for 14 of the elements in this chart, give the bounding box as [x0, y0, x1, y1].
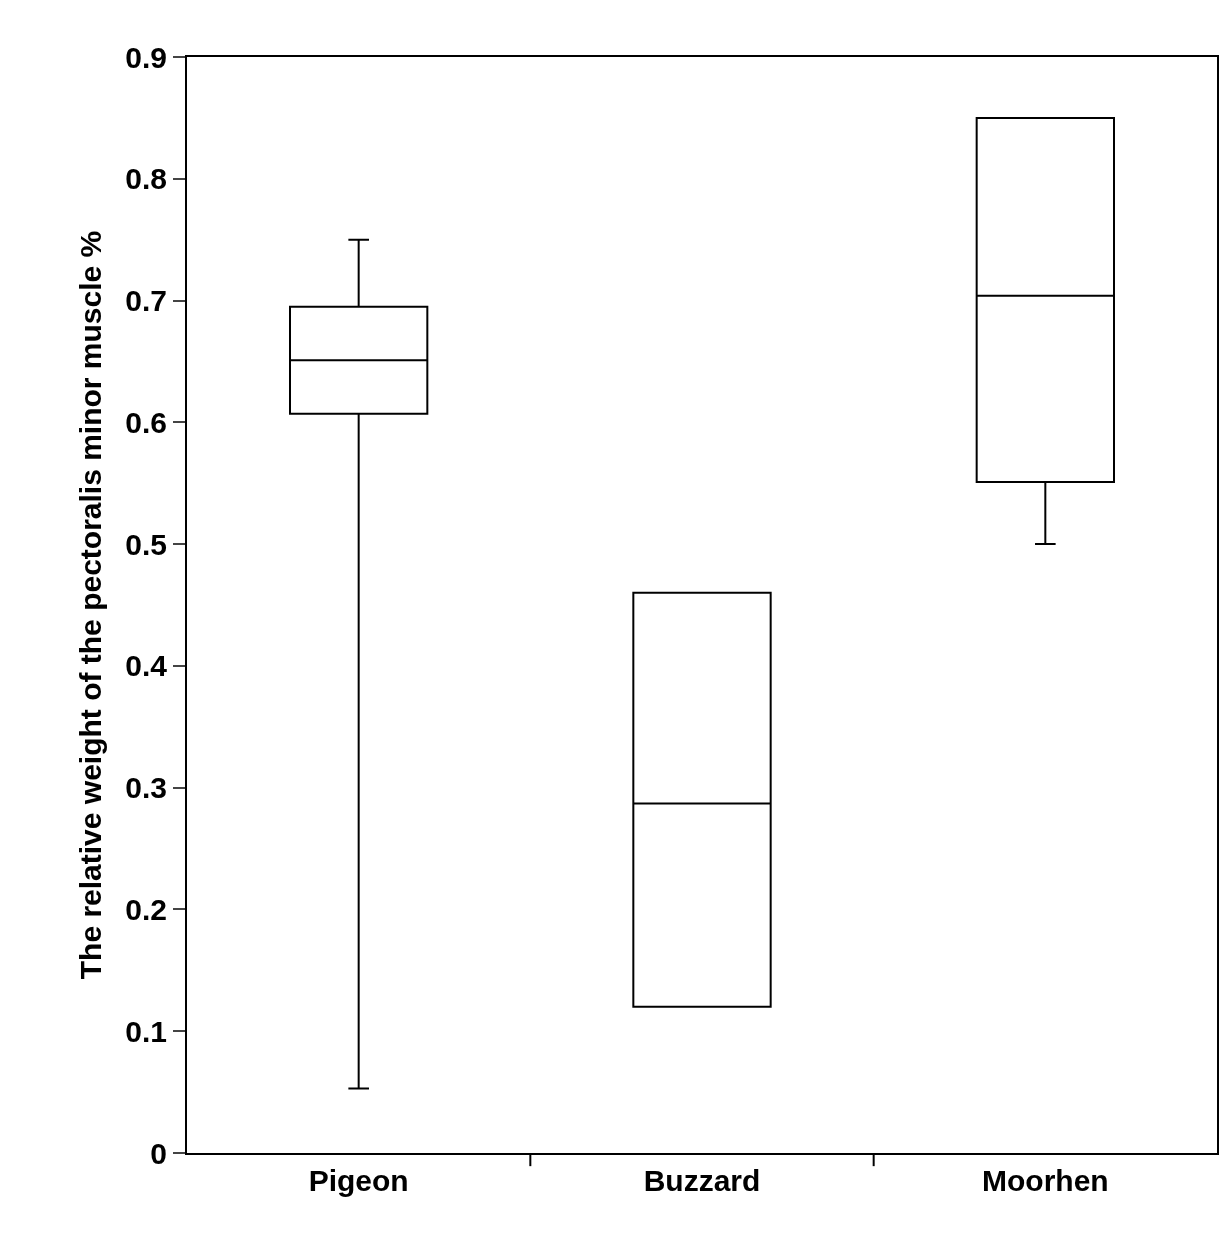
x-tick-label: Moorhen: [982, 1164, 1109, 1197]
x-tick-label: Pigeon: [308, 1164, 409, 1197]
y-tick-label: 0.8: [125, 162, 167, 196]
y-tick-label: 0.2: [125, 892, 167, 926]
y-axis-title: The relative weight of the pectoralis minor muscle %: [73, 230, 107, 980]
y-tick-label: 0.4: [125, 649, 168, 683]
y-tick-label: 0.1: [125, 1014, 167, 1048]
y-tick-label: 0.5: [125, 527, 167, 561]
y-tick-label: 0.7: [125, 284, 167, 318]
y-tick-label: 0.6: [125, 405, 167, 439]
y-tick-label: 0: [150, 1136, 167, 1170]
x-tick-label: Buzzard: [643, 1164, 761, 1197]
y-tick-label: 0.9: [125, 40, 167, 74]
y-tick-label: 0.3: [125, 771, 167, 805]
